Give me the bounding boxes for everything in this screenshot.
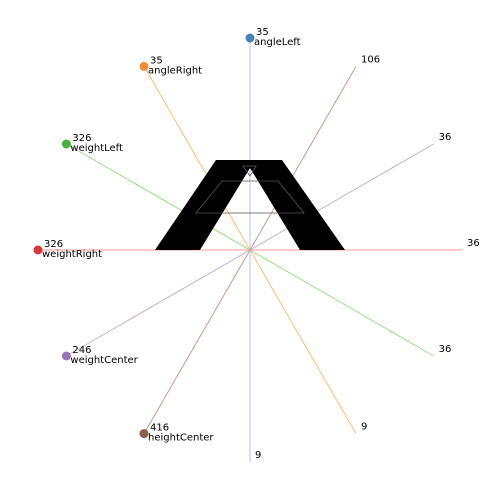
handle-angleLeft[interactable]	[245, 33, 255, 43]
handle-heightCenter[interactable]	[139, 429, 149, 439]
name-label-weightLeft: weightLeft	[70, 143, 123, 154]
name-label-heightCenter: heightCenter	[148, 433, 214, 444]
value-label-weightLeft: 326	[72, 133, 91, 144]
axes-layer	[38, 38, 462, 462]
glyph-counter	[195, 180, 305, 214]
glyph-apex-notch	[242, 165, 257, 177]
name-label-angleRight: angleRight	[148, 65, 202, 76]
range-end-label-weightCenter: 36	[439, 132, 452, 143]
handle-weightRight[interactable]	[33, 245, 43, 255]
name-label-angleLeft: angleLeft	[254, 37, 301, 48]
value-label-angleRight: 35	[150, 55, 163, 66]
range-end-label-angleRight: 9	[361, 422, 367, 433]
handle-weightCenter[interactable]	[61, 351, 71, 361]
name-label-weightCenter: weightCenter	[70, 355, 138, 366]
axis-line-heightCenter	[143, 66, 357, 434]
name-label-weightRight: weightRight	[42, 249, 102, 260]
range-end-label-angleLeft: 9	[255, 450, 261, 461]
value-label-weightCenter: 246	[72, 345, 91, 356]
value-label-weightRight: 326	[44, 239, 63, 250]
handle-weightLeft[interactable]	[61, 139, 71, 149]
range-end-label-heightCenter: 106	[361, 54, 380, 65]
range-end-label-weightRight: 36	[467, 238, 480, 249]
labels-layer: 35angleLeft935angleRight9326weightLeft36…	[33, 27, 480, 461]
value-label-angleLeft: 35	[256, 27, 269, 38]
handle-angleRight[interactable]	[139, 61, 149, 71]
range-end-label-weightLeft: 36	[439, 344, 452, 355]
glyph-preview	[155, 160, 345, 250]
value-label-heightCenter: 416	[150, 423, 169, 434]
glyph-outline	[155, 160, 345, 250]
